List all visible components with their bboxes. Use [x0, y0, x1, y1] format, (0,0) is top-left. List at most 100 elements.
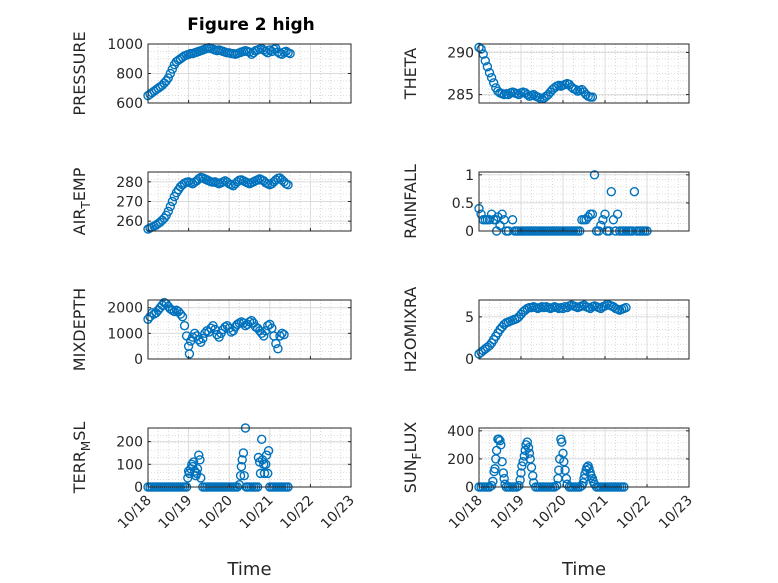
y-tick-label: 1000 [107, 326, 143, 342]
data-point [488, 476, 498, 487]
y-axis-label: H2OMIXRA [401, 287, 420, 373]
data-point [198, 333, 208, 344]
data-point [165, 201, 176, 212]
data-point [514, 480, 524, 491]
axes-box [478, 171, 690, 232]
data-point [279, 329, 289, 340]
y-tick-label: 0 [134, 352, 143, 368]
data-point [275, 331, 285, 341]
data-point [482, 62, 493, 72]
data-series [474, 42, 598, 104]
data-point [497, 209, 507, 219]
data-point [179, 320, 190, 331]
x-tick-label: 10/20 [530, 493, 570, 533]
data-point [523, 442, 534, 453]
y-axis-label: PRESSURE [70, 31, 89, 115]
x-tick-label: 10/23 [656, 493, 696, 533]
subplot-1: 600 800 1000 PRESSURE [70, 31, 352, 116]
y-tick-label: 800 [116, 67, 143, 83]
x-axis-label: Time [561, 559, 606, 580]
data-point [163, 73, 174, 83]
subplot-3: 260 270 280 AIRTEMP [70, 167, 352, 235]
data-point [200, 328, 210, 339]
y-tick-label: 200 [447, 452, 474, 468]
data-point [496, 440, 506, 450]
axes-box [478, 43, 690, 104]
data-point [484, 67, 495, 78]
data-point [271, 338, 281, 349]
x-axis-label: Time [226, 559, 271, 580]
subplot-2: 285 290 THETA [401, 42, 690, 104]
y-tick-label: 260 [116, 214, 143, 230]
y-tick-label: 285 [447, 88, 474, 104]
data-point [237, 455, 247, 465]
data-point [259, 468, 270, 479]
data-point [480, 56, 490, 66]
data-point [497, 457, 507, 467]
data-point [528, 471, 538, 481]
data-point [165, 68, 176, 79]
data-point [183, 473, 193, 483]
x-tick-label: 10/18 [446, 493, 486, 533]
x-tick-label: 10/21 [237, 493, 277, 533]
data-point [206, 323, 216, 333]
data-point [236, 461, 247, 472]
data-point [612, 209, 623, 219]
x-tick-label: 10/22 [614, 493, 654, 533]
data-point [187, 461, 198, 472]
data-series [474, 299, 631, 359]
data-point [499, 473, 509, 484]
data-point [261, 326, 271, 336]
y-tick-label: 280 [116, 175, 143, 191]
data-point [189, 466, 200, 476]
subplot-7: 0 100 200 10/18 10/19 10/20 10/21 10/22 10/23 Tim… [70, 422, 358, 580]
data-point [195, 455, 205, 465]
data-point [188, 457, 199, 467]
data-point [495, 435, 505, 446]
data-point [587, 209, 598, 219]
y-tick-label: 0 [134, 480, 143, 496]
y-tick-label: 200 [116, 435, 143, 451]
data-point [194, 335, 204, 345]
data-point [175, 309, 186, 319]
data-point [515, 475, 525, 485]
data-point [516, 468, 526, 478]
data-point [277, 328, 287, 339]
data-point [235, 470, 246, 481]
y-tick-label: 270 [116, 195, 143, 211]
x-tick-label: 10/20 [196, 493, 236, 533]
data-point [263, 468, 273, 479]
y-axis-label: TERRMSL [70, 422, 93, 495]
data-point [259, 331, 269, 341]
data-point [484, 215, 495, 225]
data-point [552, 480, 562, 491]
y-tick-label: 0 [465, 352, 474, 368]
data-point [163, 206, 174, 217]
data-point [283, 180, 293, 190]
y-tick-label: 2000 [107, 301, 143, 317]
data-point [486, 73, 497, 83]
minor-grid [478, 427, 690, 488]
subplot-8: 0 200 400 10/18 10/19 10/20 10/21 10/22 10/23 Tim… [401, 422, 696, 580]
data-point [517, 461, 527, 471]
y-tick-label: 400 [447, 424, 474, 440]
data-point [570, 84, 581, 95]
y-axis-label: AIRTEMP [70, 167, 93, 235]
data-point [167, 196, 178, 207]
data-series [143, 172, 293, 234]
data-point [238, 318, 249, 328]
y-tick-label: 5 [465, 310, 474, 326]
data-point [194, 450, 204, 460]
data-point [476, 44, 486, 54]
y-tick-label: 600 [116, 96, 143, 112]
data-point [157, 300, 167, 310]
data-point [554, 465, 564, 475]
x-tick-label: 10/23 [318, 493, 358, 533]
y-axis-label: RAINFALL [401, 164, 420, 239]
data-point [239, 470, 249, 481]
figure-title: Figure 2 high [187, 15, 315, 35]
data-point [167, 305, 178, 315]
data-point [192, 464, 203, 474]
